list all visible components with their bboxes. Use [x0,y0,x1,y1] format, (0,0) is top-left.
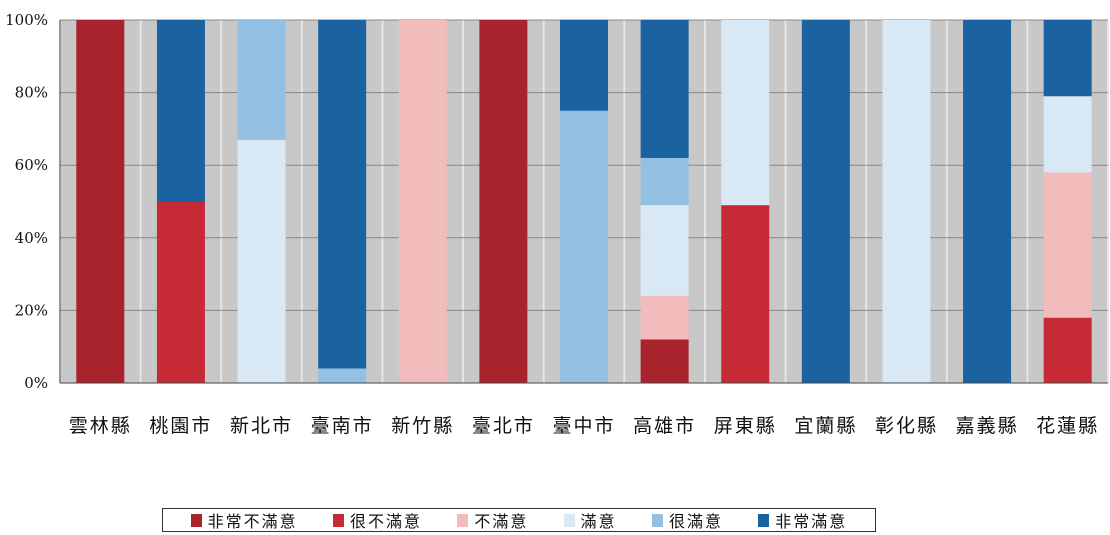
bar-segment [1043,317,1092,383]
bar-segment [801,20,850,383]
stacked-bar-chart: 0% 20% 40% 60% 80% 100% 雲林縣 桃園市 新北市 臺南市 新竹縣 臺北市 臺中市高… [5,11,1109,437]
column-separator [300,20,303,383]
bar-segment [721,205,770,383]
x-tick-label: 臺北市 [472,415,535,437]
bar-segment [318,20,367,369]
y-tick-label: 20% [15,301,48,319]
bar-segment [721,20,770,206]
x-tick-label: 高雄市 [633,415,696,437]
chart-legend: 非常不滿意 很不滿意 不滿意 滿意 很滿意 非常滿意 [162,508,876,532]
legend-label: 非常不滿意 [207,512,298,531]
x-tick-label: 桃園市 [149,415,212,437]
bar-segment [640,295,689,340]
legend-label: 很不滿意 [349,512,422,531]
legend-swatch [563,513,575,527]
x-tick-label: 雲林縣 [69,415,132,437]
bar-segment [640,339,689,383]
column-separator [139,20,142,383]
column-separator [865,20,868,383]
bar-segment [1043,20,1092,97]
legend-swatch [651,513,663,527]
bar-segment [560,110,608,383]
y-tick-label: 40% [15,229,48,247]
x-tick-label: 宜蘭縣 [794,415,857,437]
bar-segment [156,201,205,383]
y-tick-label: 100% [5,11,48,29]
legend-label: 非常滿意 [775,512,848,531]
y-tick-label: 80% [15,84,48,102]
legend-label: 滿意 [580,512,617,531]
x-tick-label: 嘉義縣 [956,415,1019,437]
legend-item: 滿意 [563,508,617,532]
bar-segment [560,20,608,111]
bar-segment [156,20,205,202]
x-tick-label: 臺南市 [311,415,374,437]
x-tick-label: 花蓮縣 [1036,415,1099,437]
legend-item: 非常不滿意 [190,508,298,532]
x-tick-label: 臺中市 [552,415,615,437]
column-separator [703,20,706,383]
legend-label: 很滿意 [668,512,723,531]
legend-swatch [332,513,344,527]
column-separator [1026,20,1029,383]
column-separator [623,20,626,383]
x-tick-label: 新竹縣 [391,415,454,437]
bar-segment [882,20,931,383]
bar-segment [640,205,689,296]
bar-segment [318,368,367,383]
legend-item: 很滿意 [651,508,723,532]
y-tick-label: 60% [15,156,48,174]
legend-label: 不滿意 [474,512,529,531]
column-separator [220,20,223,383]
column-separator [945,20,948,383]
bar-segment [963,20,1012,383]
bar-segment [1043,96,1092,173]
bar-segment [479,20,528,383]
column-separator [1107,20,1109,383]
bar-segment [237,139,286,383]
bar-segment [640,20,689,158]
bar-segment [640,157,689,206]
bar-segment [237,20,286,140]
x-tick-label: 新北市 [230,415,293,437]
legend-item: 很不滿意 [332,508,422,532]
bar-segment [398,20,447,383]
legend-swatch [190,513,202,527]
bar-segment [1043,172,1092,318]
legend-swatch [758,513,770,527]
column-separator [542,20,545,383]
column-separator [784,20,787,383]
legend-item: 不滿意 [457,508,528,532]
x-tick-label: 屏東縣 [714,415,777,437]
bar-segment [76,20,125,383]
legend-swatch [457,513,469,527]
x-tick-label: 彰化縣 [875,415,938,437]
legend-item: 非常滿意 [758,508,847,532]
y-tick-label: 0% [24,374,48,392]
column-separator [381,20,384,383]
column-separator [462,20,465,383]
